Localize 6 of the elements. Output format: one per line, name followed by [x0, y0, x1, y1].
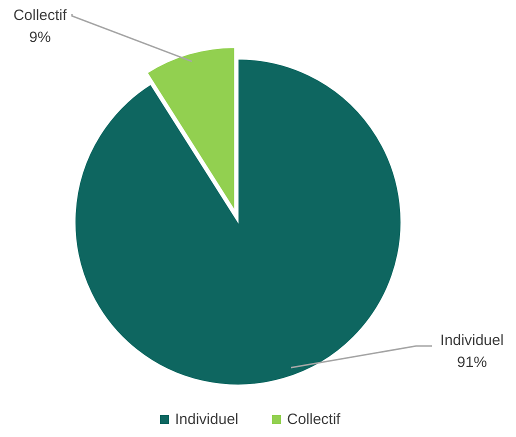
- slice-label: Collectif: [13, 7, 68, 24]
- data-label: 91%: [456, 354, 488, 371]
- slice-label: Individuel: [440, 332, 504, 349]
- data-label: 9%: [29, 29, 51, 46]
- legend-label: Individuel: [175, 411, 238, 428]
- legend-label: Collectif: [287, 411, 342, 428]
